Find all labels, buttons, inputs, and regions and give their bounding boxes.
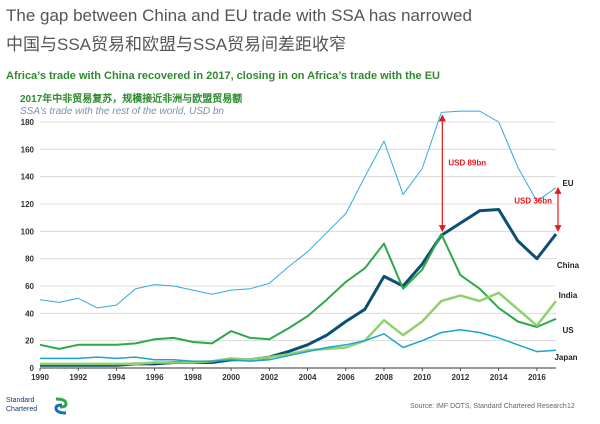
logo-line-2: Chartered [6,406,38,413]
annotation-arrow-head-up [438,114,446,122]
y-tick-label: 0 [30,364,35,373]
y-tick-label: 140 [21,173,35,182]
y-tick-label: 20 [25,337,34,346]
x-tick-label: 2004 [299,373,317,382]
chart-subtitle: Africa’s trade with China recovered in 2… [6,70,441,82]
annotation-arrow-head-up [554,186,562,194]
series-label-india: India [559,291,578,300]
y-tick-label: 160 [21,145,35,154]
x-tick-label: 1994 [108,373,126,382]
x-tick-label: 2014 [490,373,508,382]
y-tick-label: 80 [25,255,34,264]
annotation-arrow-head-down [438,225,446,233]
standard-chartered-logo: Standard Chartered [6,396,76,420]
series-label-japan: Japan [554,353,577,362]
unit-note: SSA’s trade with the rest of the world, … [20,106,224,117]
logo-line-1: Standard [6,397,35,404]
x-tick-label: 2016 [528,373,546,382]
y-tick-label: 60 [25,282,34,291]
x-tick-label: 2002 [260,373,278,382]
series-line-eu [39,110,557,309]
page-title-chinese: 中国与SSA贸易和欧盟与SSA贸易间差距收窄 [6,35,347,54]
page-number: 12 [567,403,575,410]
series-line-japan [40,328,557,362]
y-tick-label: 180 [21,118,35,127]
series-line-india [39,233,557,350]
series-label-china: China [557,261,580,270]
x-tick-label: 1990 [31,373,49,382]
page-title: The gap between China and EU trade with … [6,6,472,25]
annotation-label: USD 36bn [514,196,552,205]
logo-mark-icon [54,397,68,415]
annotation-arrow-head-down [554,225,562,233]
chart-subtitle-chinese: 2017年中非贸易复苏，规模接近非洲与欧盟贸易额 [20,94,243,105]
series-label-us: US [562,326,574,335]
series-line-us [40,291,557,366]
annotation-label: USD 89bn [448,158,486,167]
y-tick-label: 100 [21,227,35,236]
x-tick-label: 1992 [69,373,87,382]
x-tick-label: 2012 [452,373,470,382]
x-tick-label: 2008 [375,373,393,382]
x-tick-label: 1996 [146,373,164,382]
y-tick-label: 120 [21,200,35,209]
source-note: Source: IMF DOTS, Standard Chartered Res… [410,403,567,410]
x-tick-label: 2010 [413,373,431,382]
x-tick-label: 2000 [222,373,240,382]
x-tick-label: 2006 [337,373,355,382]
y-tick-label: 40 [25,309,34,318]
x-tick-label: 1998 [184,373,202,382]
series-label-eu: EU [562,179,573,188]
